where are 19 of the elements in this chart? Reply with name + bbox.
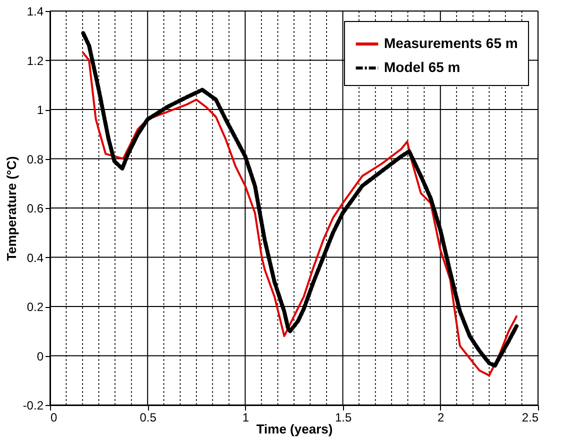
y-axis-title: Temperature (°C) (4, 156, 19, 261)
y-tick-label: 0.8 (26, 152, 44, 166)
y-tick-label: -0.2 (22, 398, 44, 412)
x-tick-label: 0 (50, 410, 58, 424)
legend-label: Model 65 m (384, 59, 460, 75)
y-tick-label: 1.2 (26, 54, 44, 68)
x-tick-label: 0.5 (140, 410, 157, 424)
y-tick-label: 0 (36, 349, 44, 364)
y-tick-label: 0.4 (26, 250, 44, 265)
y-tick-label: 1 (36, 103, 44, 117)
x-tick-label: 2.5 (522, 410, 539, 424)
legend-label: Measurements 65 m (384, 35, 518, 51)
y-tick-label: 0.2 (26, 300, 44, 314)
x-tick-label: 1.5 (334, 410, 352, 424)
x-tick-label: 2 (438, 410, 445, 424)
y-tick-label: 1.4 (26, 4, 44, 18)
y-tick-label: 0.6 (26, 202, 44, 216)
x-axis-title: Time (years) (256, 422, 333, 436)
x-tick-label: 1 (242, 410, 250, 424)
